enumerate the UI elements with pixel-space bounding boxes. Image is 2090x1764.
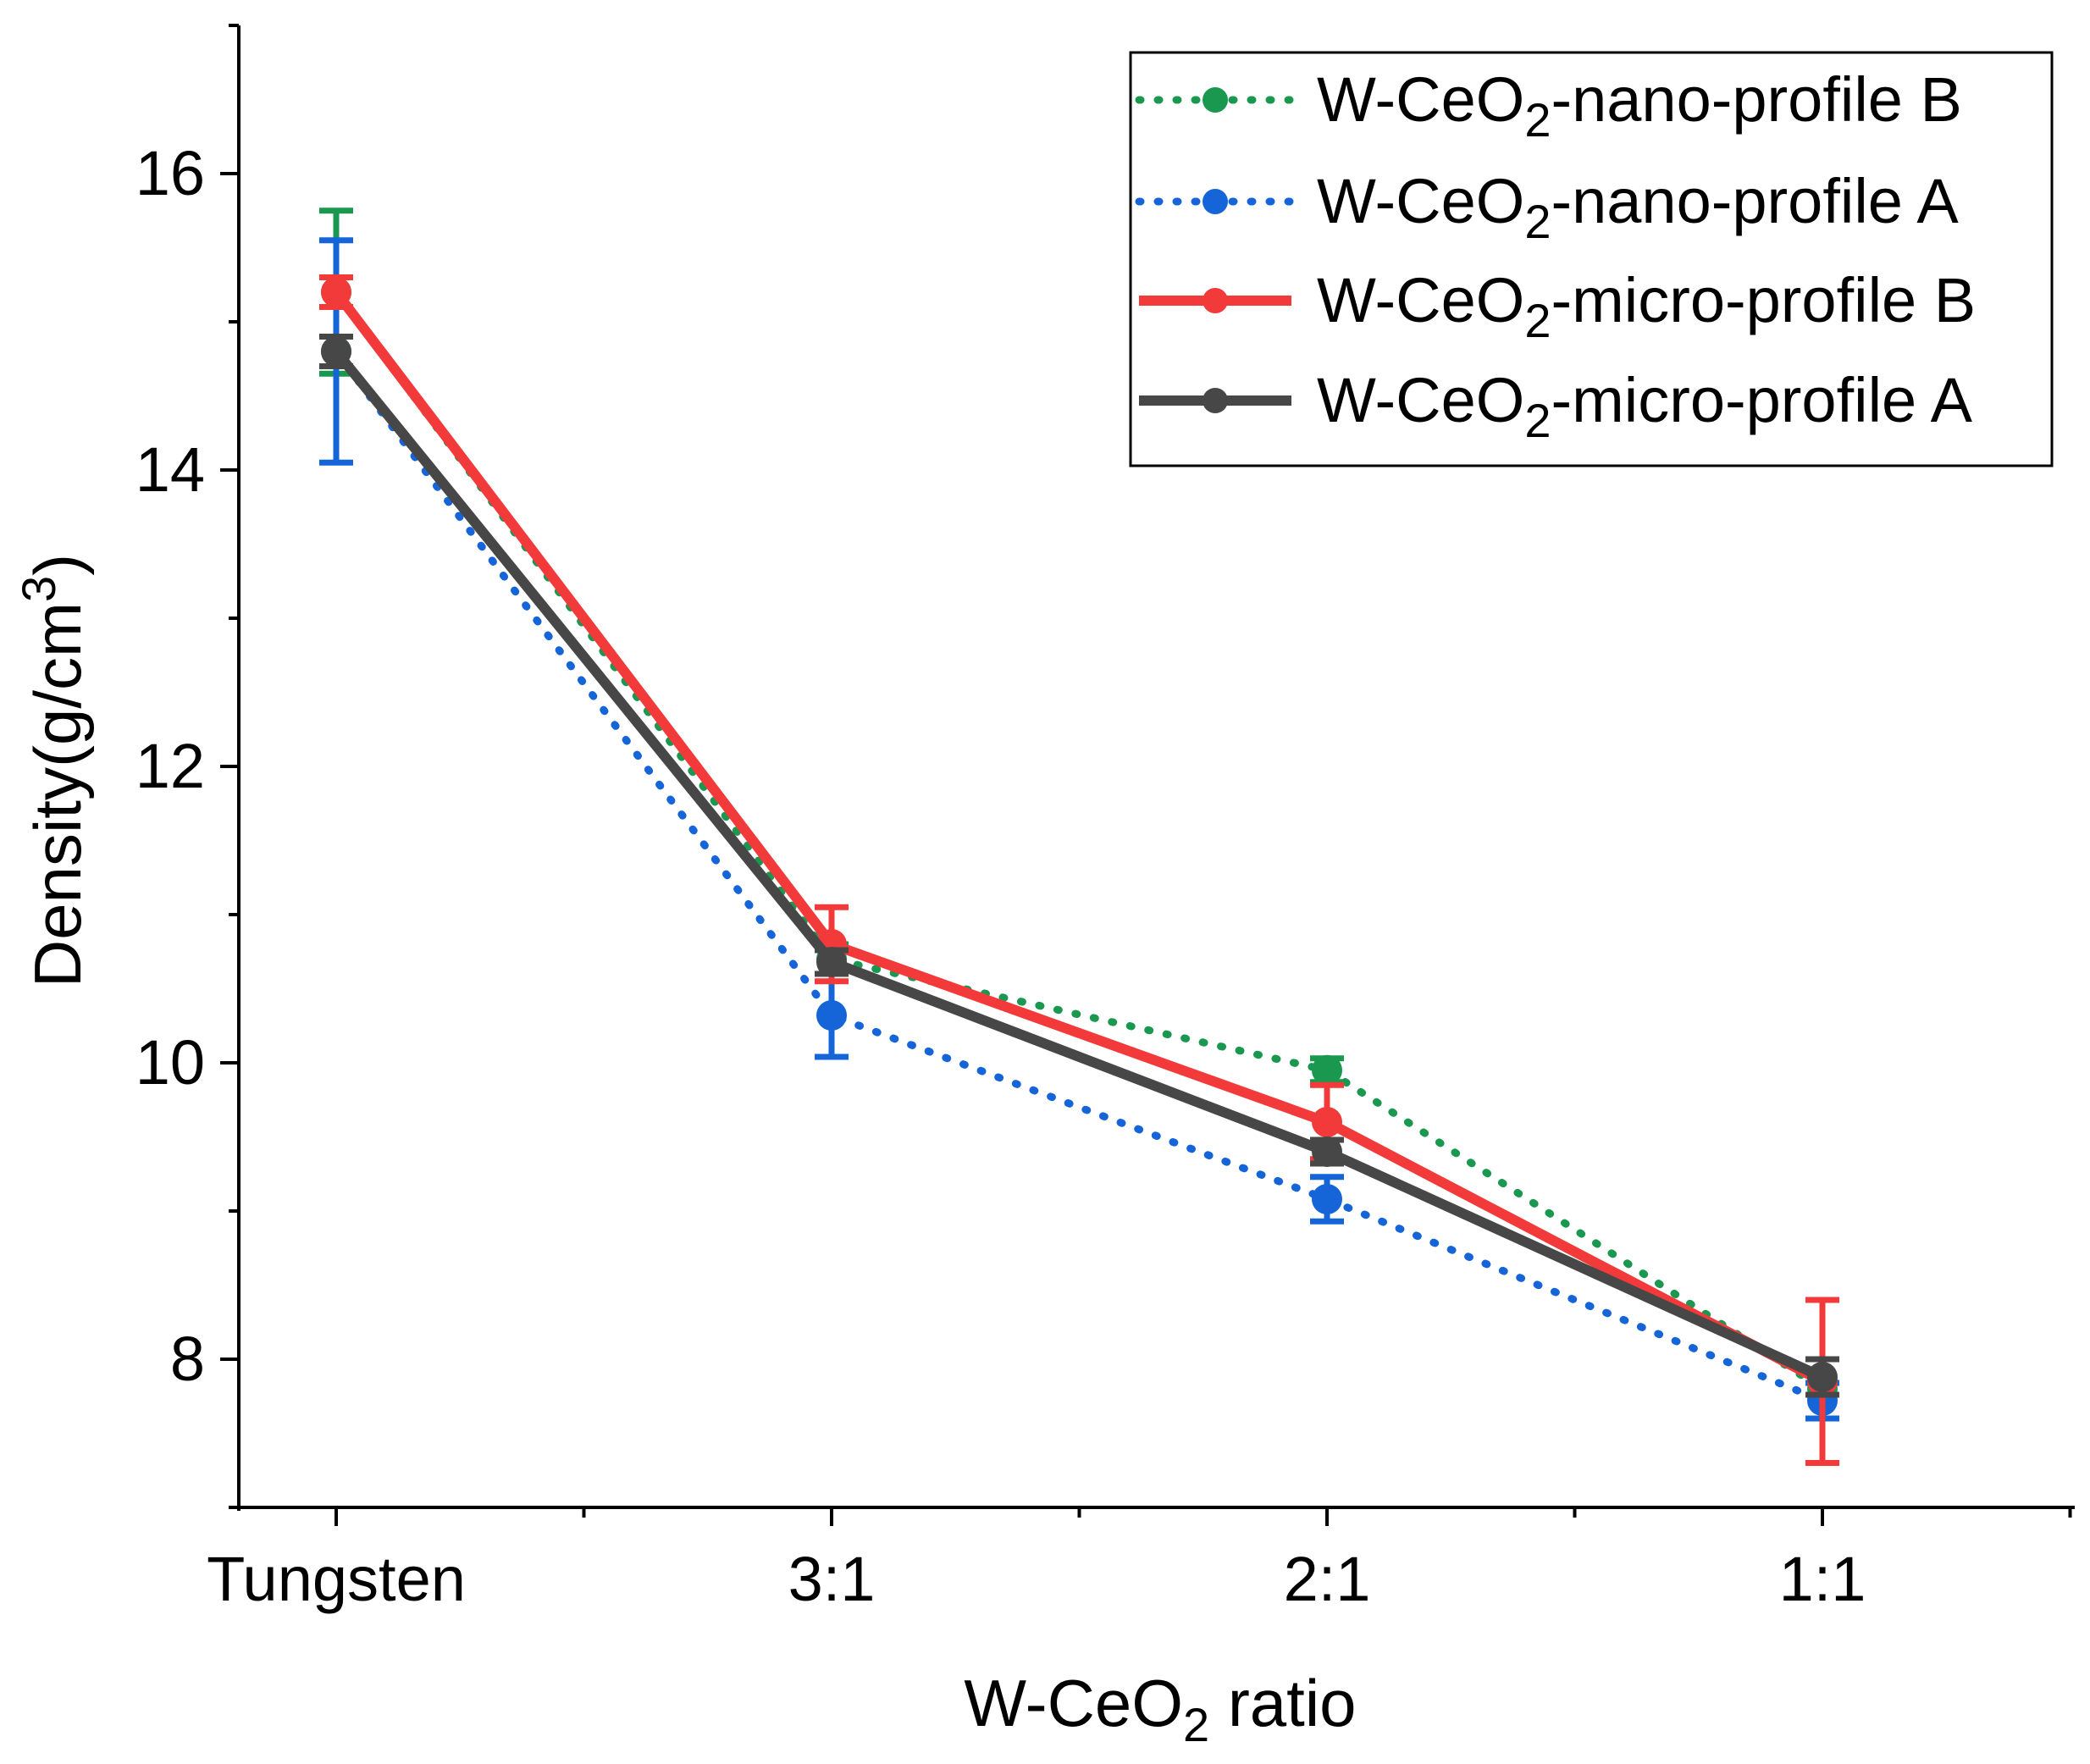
data-point: [1312, 1184, 1342, 1214]
data-point: [321, 336, 351, 367]
y-tick-label: 14: [135, 434, 205, 505]
series-line: [332, 347, 1827, 1405]
legend-label: W-CeO2-micro-profile A: [1317, 365, 1973, 447]
legend-swatch-marker: [1203, 288, 1228, 313]
y-tick-label: 8: [170, 1324, 205, 1394]
x-tick-label: 2:1: [1284, 1544, 1371, 1614]
series-line: [332, 289, 1825, 1386]
y-tick-label: 12: [135, 731, 205, 801]
legend-swatch-marker: [1203, 189, 1228, 214]
legend-label: W-CeO2-nano-profile B: [1317, 64, 1962, 147]
axes-layer: 8 10 12 14 16 Tungsten 3:1 2:1 1:1: [135, 24, 2075, 1614]
series-layer: [319, 207, 1839, 1466]
data-point: [1807, 1362, 1838, 1392]
legend-item-micro-b: W-CeO2-micro-profile B: [1139, 265, 1976, 347]
series-line: [332, 348, 1825, 1382]
legend-swatch-marker: [1203, 388, 1228, 413]
data-point: [1312, 1054, 1342, 1086]
legend-item-nano-b: W-CeO2-nano-profile B: [1135, 64, 1962, 147]
data-point: [1312, 1107, 1342, 1137]
series-group: [319, 334, 1839, 1398]
legend-swatch-marker: [1203, 87, 1228, 113]
legend: W-CeO2-nano-profile B W-CeO2-nano-profil…: [1129, 51, 2054, 467]
data-point: [816, 1000, 847, 1031]
y-axis-title: Density(g/cm3): [12, 554, 95, 987]
legend-item-nano-a: W-CeO2-nano-profile A: [1135, 166, 1959, 248]
y-tick-label: 10: [135, 1027, 205, 1098]
legend-item-micro-a: W-CeO2-micro-profile A: [1139, 365, 1973, 447]
x-tick-label: Tungsten: [207, 1544, 466, 1614]
data-point: [816, 947, 847, 977]
x-tick-label: 1:1: [1779, 1544, 1866, 1614]
y-tick-label: 16: [135, 138, 205, 208]
labels-layer: W-CeO2 ratio Density(g/cm3): [12, 554, 1357, 1751]
x-tick-label: 3:1: [788, 1544, 876, 1614]
data-point: [321, 277, 351, 307]
series-line: [332, 288, 1827, 1393]
x-axis-title: W-CeO2 ratio: [964, 1666, 1356, 1751]
legend-label: W-CeO2-micro-profile B: [1317, 265, 1976, 347]
legend-label: W-CeO2-nano-profile A: [1317, 166, 1959, 248]
data-point: [1312, 1136, 1342, 1167]
